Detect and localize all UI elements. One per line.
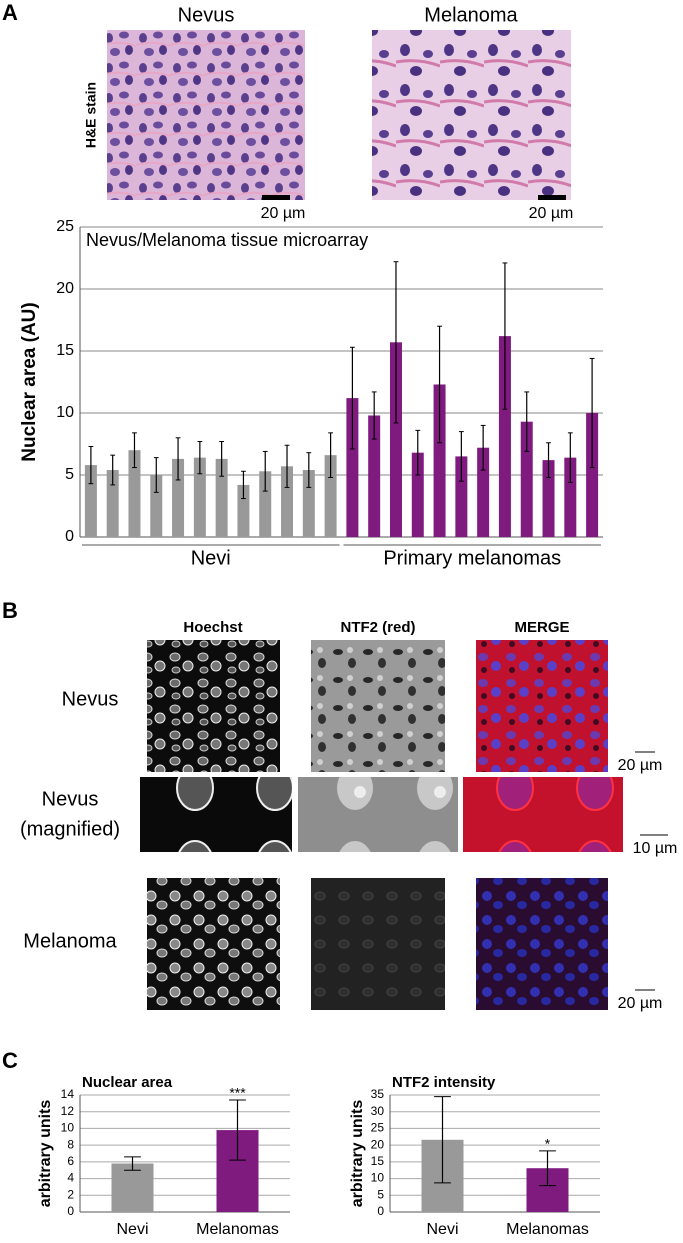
scale-bar xyxy=(262,195,290,200)
chart-title: Nevus/Melanoma tissue microarray xyxy=(86,230,368,250)
bar xyxy=(106,470,119,537)
y-tick-label: 5 xyxy=(377,1187,384,1201)
y-tick-label: 4 xyxy=(67,1171,74,1185)
x-tick-label: Melanomas xyxy=(506,1221,589,1238)
bar xyxy=(111,1163,154,1212)
chart-title: Nuclear area xyxy=(82,1074,173,1091)
bar xyxy=(368,415,381,537)
bar xyxy=(302,470,315,537)
bar xyxy=(564,457,577,537)
significance: *** xyxy=(229,1085,246,1101)
bar xyxy=(215,458,228,537)
bar xyxy=(542,460,555,537)
y-tick-label: 15 xyxy=(371,1154,385,1168)
bar xyxy=(193,457,206,537)
image-title: Melanoma xyxy=(424,4,518,26)
bar xyxy=(128,450,141,537)
panel-label: A xyxy=(2,0,18,25)
y-tick-label: 10 xyxy=(56,404,74,421)
row-label: Nevus xyxy=(62,688,119,710)
panel-label: C xyxy=(2,1048,18,1073)
y-axis-label: Nuclear area (AU) xyxy=(19,302,40,461)
significance: * xyxy=(545,1136,551,1152)
row-label: Nevus xyxy=(42,788,99,810)
micrograph xyxy=(463,777,623,852)
bar xyxy=(477,447,490,537)
y-tick-label: 30 xyxy=(371,1104,385,1118)
bar xyxy=(172,458,185,537)
y-tick-label: 25 xyxy=(371,1121,385,1135)
micrograph xyxy=(147,640,280,772)
y-tick-label: 20 xyxy=(371,1137,385,1151)
y-tick-label: 0 xyxy=(65,528,74,545)
chart-title: NTF2 intensity xyxy=(392,1074,496,1091)
y-axis-label: arbitrary units xyxy=(349,1100,366,1208)
y-tick-label: 35 xyxy=(371,1087,385,1101)
bar xyxy=(84,465,97,537)
y-tick-label: 2 xyxy=(67,1187,74,1201)
x-tick-label: Melanomas xyxy=(196,1221,279,1238)
y-tick-label: 0 xyxy=(377,1204,384,1218)
y-tick-label: 12 xyxy=(61,1104,75,1118)
bar xyxy=(586,413,599,537)
bar xyxy=(411,452,424,537)
stain-label: H&E stain xyxy=(83,82,99,148)
column-header: MERGE xyxy=(514,619,569,636)
he-image xyxy=(107,30,305,200)
scale-label: 20 µm xyxy=(529,205,574,222)
y-tick-label: 6 xyxy=(67,1154,74,1168)
micrograph xyxy=(147,878,280,1010)
y-axis-label: arbitrary units xyxy=(37,1100,54,1208)
bar xyxy=(433,384,446,537)
x-tick-label: Nevi xyxy=(426,1221,458,1238)
micrograph xyxy=(476,878,608,1010)
bar xyxy=(455,456,468,537)
bar xyxy=(150,475,163,537)
y-tick-label: 25 xyxy=(56,218,74,235)
image-title: Nevus xyxy=(178,4,235,26)
y-tick-label: 14 xyxy=(61,1087,75,1101)
y-tick-label: 15 xyxy=(56,342,74,359)
bar xyxy=(498,336,511,537)
column-header: Hoechst xyxy=(183,619,242,636)
row-label: Melanoma xyxy=(23,930,117,952)
scale-label: 20 µm xyxy=(618,757,663,774)
bar xyxy=(237,484,250,537)
y-tick-label: 10 xyxy=(371,1171,385,1185)
y-tick-label: 8 xyxy=(67,1137,74,1151)
group-label: Nevi xyxy=(191,547,231,569)
bar xyxy=(281,466,294,537)
scale-label: 20 µm xyxy=(261,205,306,222)
y-tick-label: 10 xyxy=(61,1121,75,1135)
group-label: Primary melanomas xyxy=(383,547,561,569)
he-image xyxy=(372,30,571,200)
scale-label: 20 µm xyxy=(618,995,663,1012)
bar xyxy=(324,455,337,537)
micrograph xyxy=(311,640,445,772)
bar xyxy=(520,421,533,537)
bar xyxy=(346,398,359,537)
scale-bar xyxy=(538,195,566,200)
bar xyxy=(389,342,402,537)
micrograph xyxy=(311,878,445,1010)
y-tick-label: 20 xyxy=(56,280,74,297)
y-tick-label: 5 xyxy=(65,466,74,483)
micrograph xyxy=(476,640,608,772)
micrograph xyxy=(140,777,292,852)
y-tick-label: 0 xyxy=(67,1204,74,1218)
scale-label: 10 µm xyxy=(633,840,678,857)
column-header: NTF2 (red) xyxy=(341,619,416,636)
micrograph xyxy=(298,777,458,852)
row-label: (magnified) xyxy=(20,818,120,840)
x-tick-label: Nevi xyxy=(116,1221,148,1238)
panel-label: B xyxy=(2,598,18,623)
bar xyxy=(259,471,272,537)
